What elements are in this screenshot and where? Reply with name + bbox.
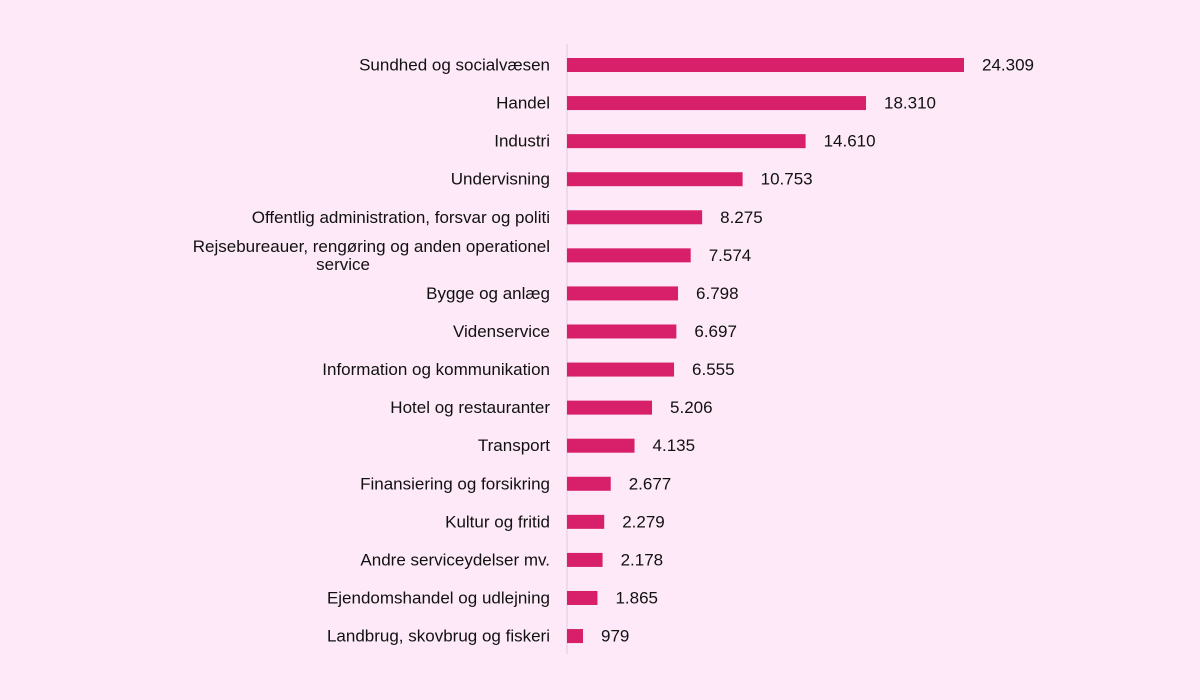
category-label: Sundhed og socialvæsen: [359, 56, 550, 75]
bar: [567, 629, 583, 644]
data-label: 6.697: [694, 322, 737, 341]
category-label: Hotel og restauranter: [390, 398, 550, 417]
data-label: 4.135: [653, 436, 696, 455]
bar: [567, 514, 605, 529]
category-label: Finansiering og forsikring: [360, 474, 550, 493]
data-label: 8.275: [720, 208, 763, 227]
data-label: 6.798: [696, 284, 739, 303]
data-label: 5.206: [670, 398, 713, 417]
bar: [567, 58, 964, 72]
category-label: Rejsebureauer, rengøring og anden operat…: [193, 237, 550, 274]
bar: [567, 362, 675, 377]
category-label: Kultur og fritid: [445, 512, 550, 531]
data-label: 979: [601, 627, 629, 646]
category-label: Landbrug, skovbrug og fiskeri: [327, 627, 550, 646]
bar: [567, 552, 603, 567]
category-label: Undervisning: [451, 170, 550, 189]
category-labels-group: Sundhed og socialvæsen Handel Industri Unde…: [193, 56, 551, 646]
data-label: 1.865: [615, 588, 658, 607]
bar: [567, 324, 677, 339]
data-label: 10.753: [761, 170, 813, 189]
category-label: Information og kommunikation: [322, 360, 550, 379]
bars-group: [567, 58, 964, 644]
bar: [567, 172, 743, 187]
bar: [567, 438, 635, 453]
category-label: Bygge og anlæg: [426, 284, 550, 303]
bar: [567, 96, 867, 111]
data-label: 2.279: [622, 512, 665, 531]
data-label: 7.574: [709, 246, 752, 265]
bar: [567, 590, 598, 605]
bar: [567, 286, 679, 301]
category-label: Videnservice: [453, 322, 550, 341]
data-label: 18.310: [884, 94, 936, 113]
bar: [567, 400, 653, 415]
value-labels-group: 24.309 18.310 14.610 10.753 8.275 7.574 6.798 6…: [601, 56, 1034, 646]
data-label: 2.178: [621, 550, 664, 569]
category-label: Ejendomshandel og udlejning: [327, 588, 550, 607]
category-label: Offentlig administration, forsvar og pol…: [252, 208, 550, 227]
category-label: Transport: [478, 436, 550, 455]
data-label: 2.677: [629, 474, 672, 493]
bar: [567, 134, 806, 149]
category-label: Handel: [496, 94, 550, 113]
bar: [567, 476, 611, 491]
bar: [567, 248, 691, 263]
data-label: 6.555: [692, 360, 735, 379]
data-label: 14.610: [824, 132, 876, 151]
data-label: 24.309: [982, 56, 1034, 75]
category-label: Andre serviceydelser mv.: [360, 550, 550, 569]
bar: [567, 210, 703, 225]
category-label: Industri: [494, 132, 550, 151]
